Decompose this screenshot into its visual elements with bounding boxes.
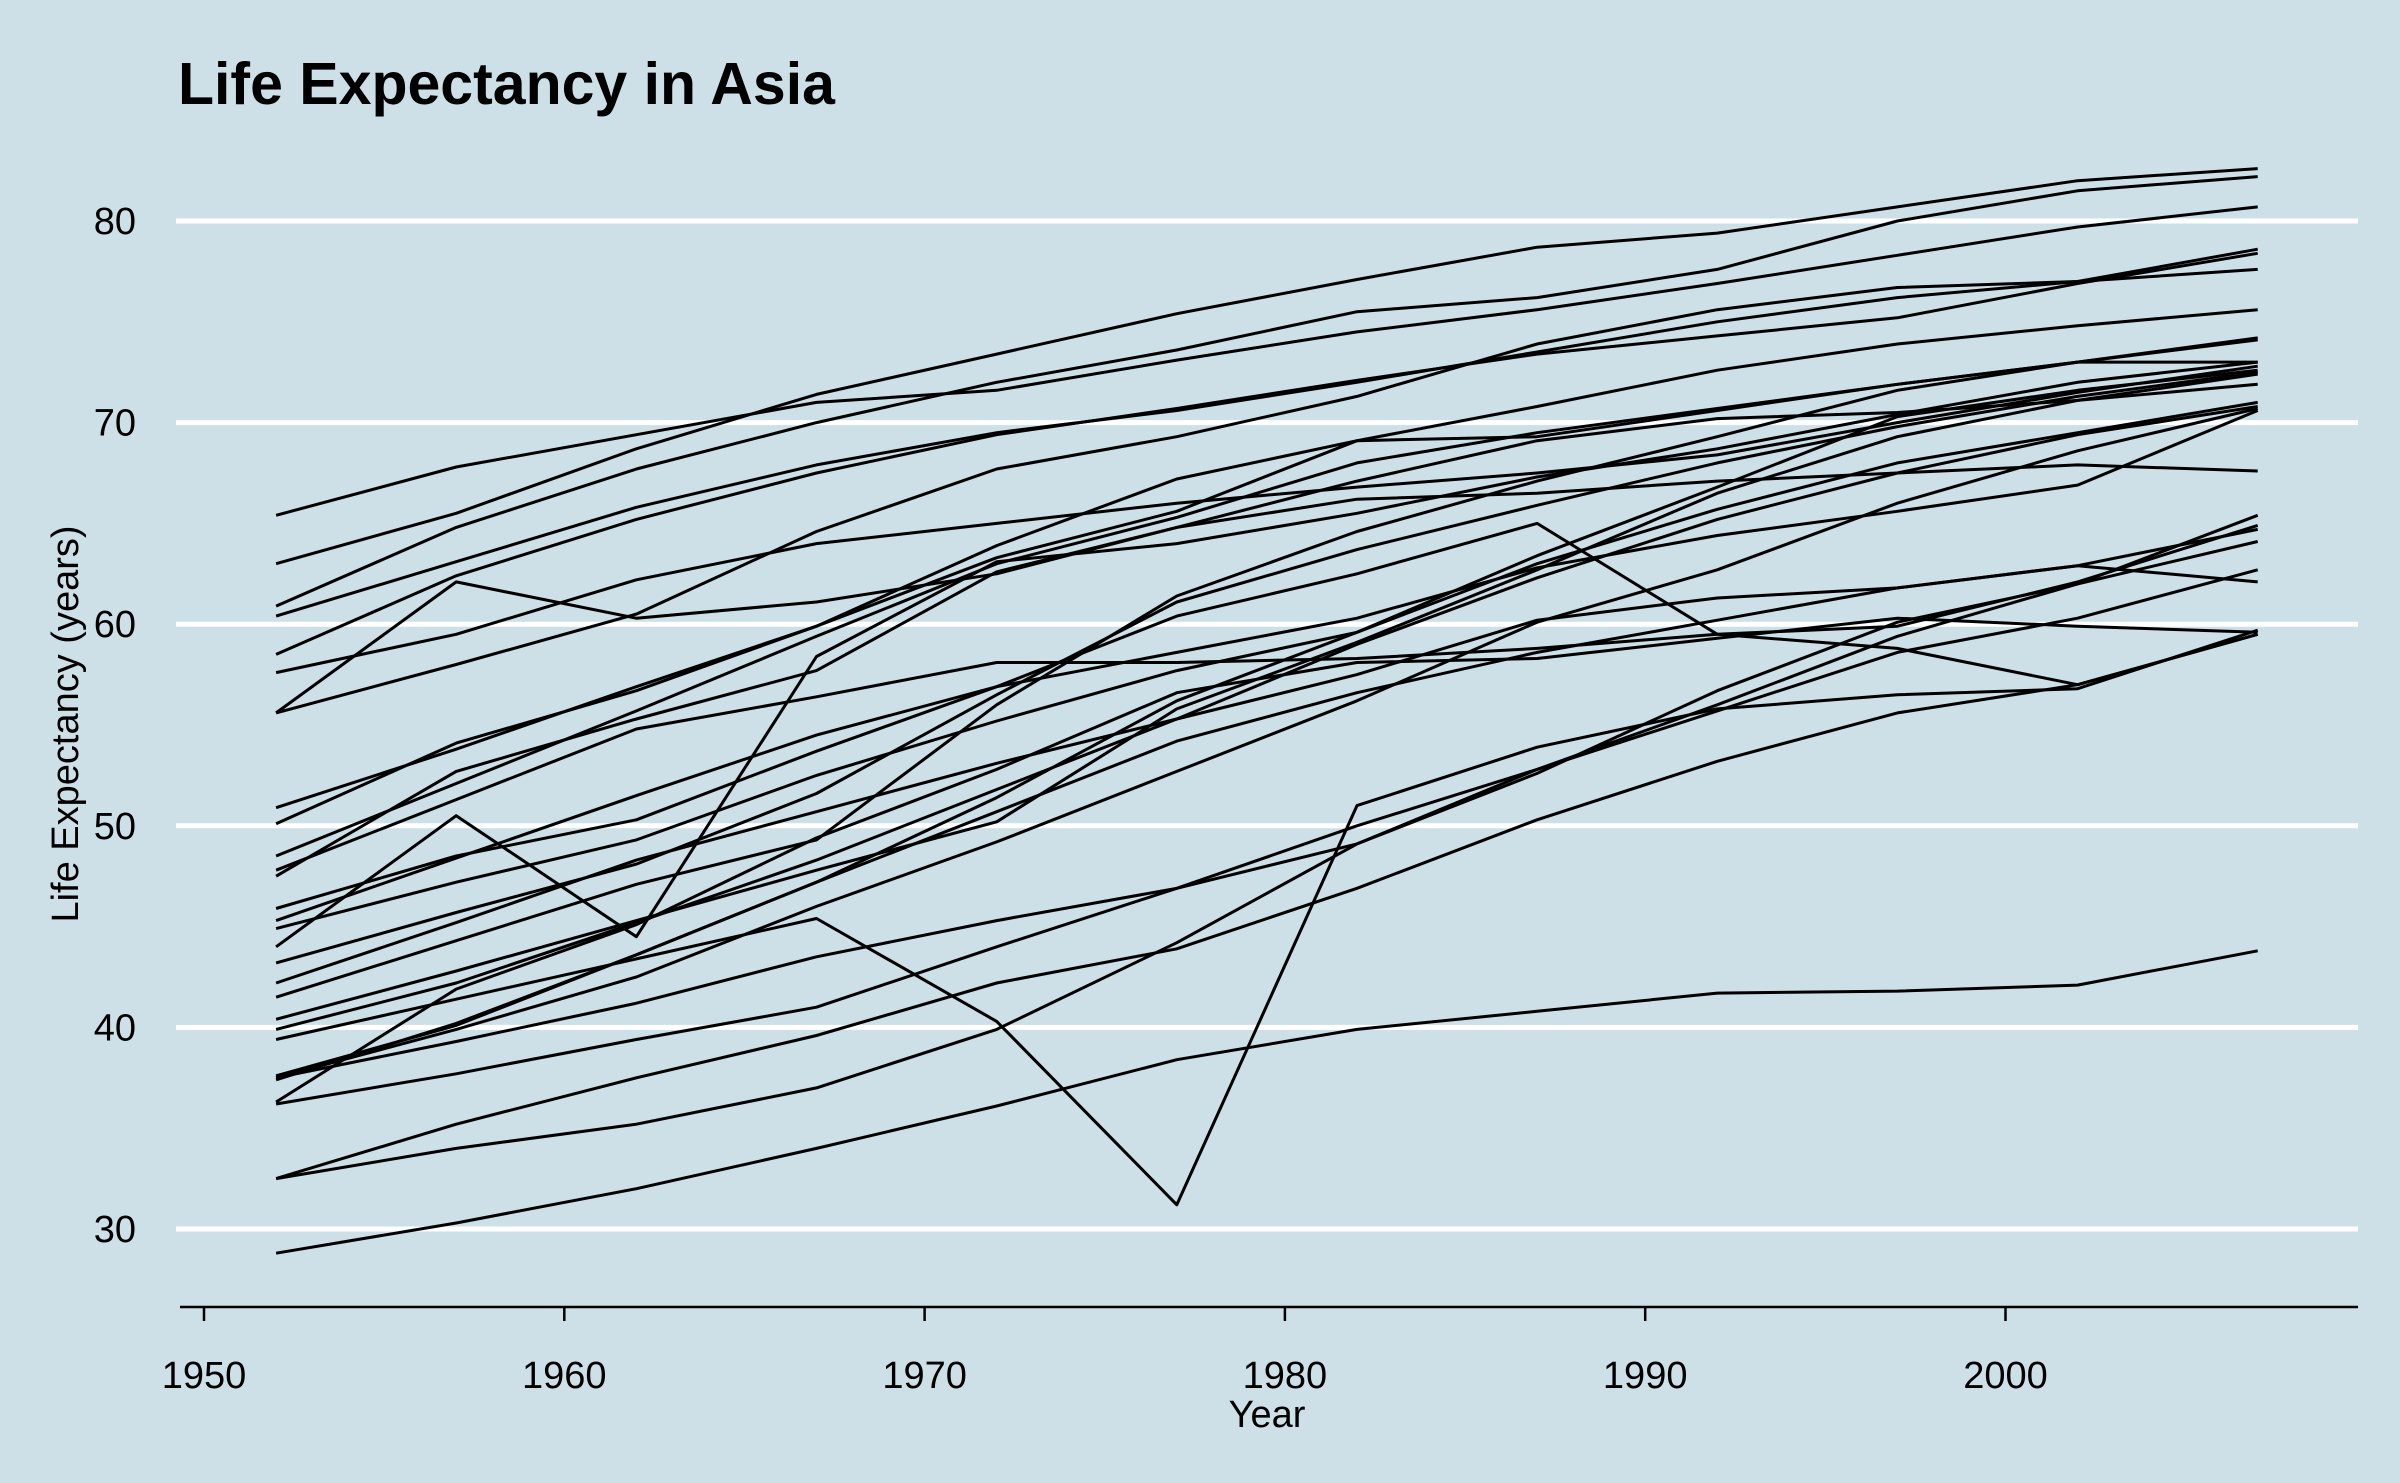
y-tick-label-50: 50: [94, 806, 136, 848]
series-line-23: [275, 523, 2259, 872]
series-line-27: [275, 409, 2259, 910]
x-axis-tick-labels: 1950 1960 1970 1980 1990 2000: [162, 1355, 2048, 1397]
x-tick-label-1990: 1990: [1603, 1355, 1688, 1397]
y-tick-label-40: 40: [94, 1007, 136, 1049]
series-line-15: [275, 382, 2258, 878]
y-axis-title: Life Expectancy (years): [45, 525, 87, 922]
series-line-16: [275, 267, 2258, 715]
x-axis: [180, 1305, 2358, 1321]
series-line-28: [275, 372, 2258, 1021]
series-line-1: [275, 949, 2258, 1255]
series-line-12: [275, 167, 2258, 566]
series-line-13: [275, 370, 2258, 965]
series-line-3: [275, 540, 2259, 1080]
series-line-17: [275, 463, 2258, 715]
y-tick-label-80: 80: [94, 201, 136, 243]
series-line-31: [275, 360, 2258, 999]
series-line-19: [275, 564, 2258, 985]
series-line-32: [275, 632, 2259, 1181]
series-line-25: [275, 513, 2259, 1181]
y-axis-tick-labels: 30 40 50 60 70 80: [94, 201, 136, 1251]
y-tick-label-70: 70: [94, 403, 136, 445]
gridlines: [176, 218, 2358, 1232]
series-line-30: [275, 247, 2258, 618]
series-line-22: [275, 368, 2258, 1078]
series-line-6: [275, 175, 2258, 608]
chart-title: Life Expectancy in Asia: [178, 51, 836, 117]
series-line-9: [275, 400, 2258, 931]
y-tick-label-30: 30: [94, 1209, 136, 1251]
x-axis-title: Year: [1229, 1394, 1306, 1436]
y-tick-label-60: 60: [94, 604, 136, 646]
x-tick-label-1950: 1950: [162, 1355, 247, 1397]
series-lines: [275, 167, 2259, 1255]
series-line-26: [275, 364, 2258, 675]
series-line-2: [275, 308, 2258, 810]
series-line-11: [275, 205, 2258, 517]
series-line-29: [275, 251, 2258, 656]
series-line-8: [275, 407, 2259, 1080]
x-tick-label-1970: 1970: [882, 1355, 967, 1397]
x-tick-label-1960: 1960: [522, 1355, 607, 1397]
series-line-24: [275, 405, 2258, 1031]
x-tick-label-1980: 1980: [1243, 1355, 1328, 1397]
series-line-21: [275, 568, 2259, 1106]
series-line-10: [275, 521, 2259, 923]
x-tick-label-2000: 2000: [1963, 1355, 2048, 1397]
series-line-18: [275, 336, 2258, 858]
